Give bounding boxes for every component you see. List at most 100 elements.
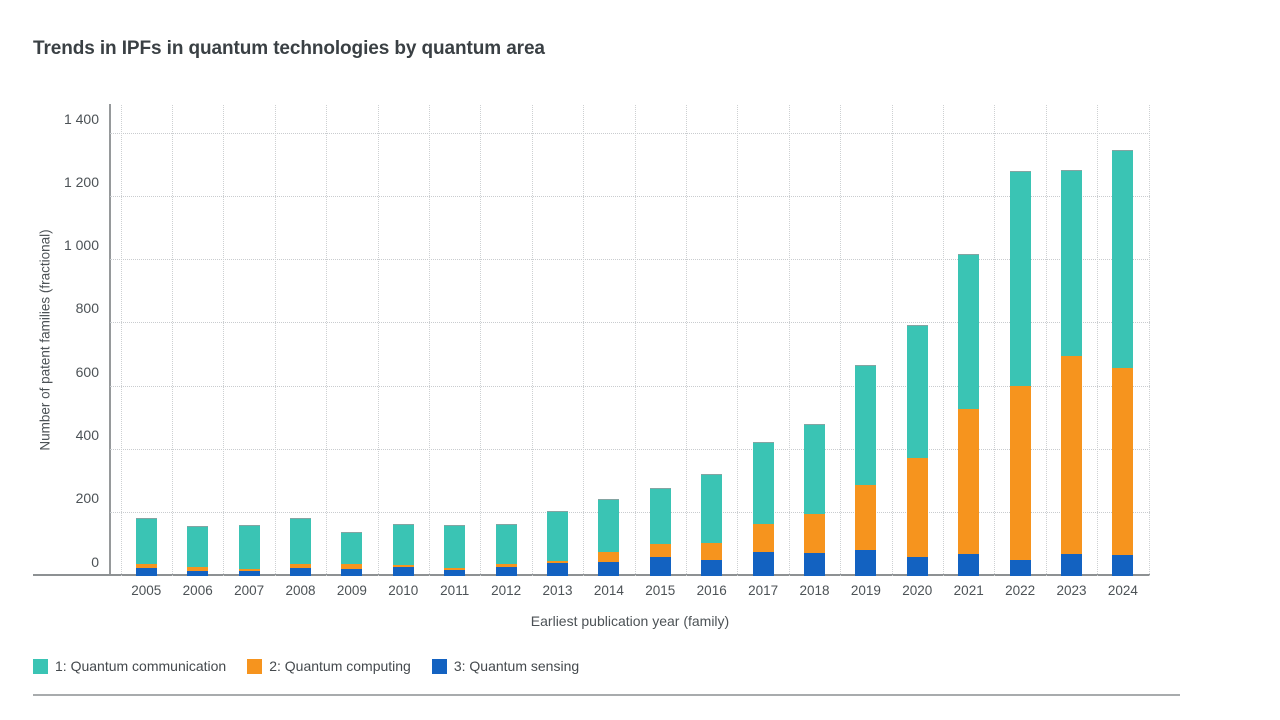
bar-2014 — [598, 499, 620, 576]
bar-segment-2014-quantum-sensing — [598, 562, 620, 576]
bar-segment-2019-quantum-communication — [855, 364, 877, 485]
bar-segment-2006-quantum-sensing — [187, 570, 209, 576]
gridline-horizontal — [110, 512, 1150, 514]
gridline-horizontal — [110, 259, 1150, 261]
bar-segment-2017-quantum-computing — [752, 524, 774, 552]
bar-2008 — [290, 518, 311, 576]
gridline-vertical — [788, 105, 790, 576]
legend: 1: Quantum communication 2: Quantum compu… — [33, 658, 579, 674]
x-tick-label-2007: 2007 — [234, 583, 265, 598]
x-tick-label-2022: 2022 — [1005, 583, 1036, 598]
bar-segment-2021-quantum-communication — [958, 254, 980, 409]
bar-2021 — [958, 254, 980, 576]
x-tick-label-2008: 2008 — [285, 583, 316, 598]
bar-segment-2014-quantum-communication — [598, 499, 620, 552]
plot-area: Number of patent families (fractional) E… — [38, 105, 1150, 629]
bar-segment-2012-quantum-sensing — [495, 566, 517, 576]
bar-segment-2009-quantum-sensing — [341, 568, 363, 576]
bar-segment-2009-quantum-communication — [341, 531, 363, 564]
bar-2011 — [444, 525, 466, 576]
x-tick-label-2020: 2020 — [902, 583, 933, 598]
legend-label: 2: Quantum computing — [269, 658, 411, 674]
gridline-vertical — [891, 105, 893, 576]
x-tick-label-2006: 2006 — [182, 583, 213, 598]
gridline-vertical — [1045, 105, 1047, 576]
gridline-vertical — [326, 105, 328, 576]
legend-item: 1: Quantum communication — [33, 658, 226, 674]
y-tick-label: 400 — [75, 426, 99, 443]
bar-segment-2014-quantum-computing — [598, 551, 620, 563]
bar-segment-2009-quantum-computing — [341, 563, 363, 569]
legend-item: 3: Quantum sensing — [431, 658, 580, 674]
bar-segment-2013-quantum-communication — [547, 510, 568, 562]
x-tick-label-2011: 2011 — [440, 583, 470, 598]
bar-segment-2006-quantum-computing — [187, 567, 209, 571]
bar-segment-2019-quantum-computing — [855, 484, 877, 550]
bar-segment-2016-quantum-computing — [701, 542, 723, 560]
bottom-divider-line — [33, 694, 1180, 696]
gridline-vertical — [223, 105, 225, 576]
bar-segment-2008-quantum-computing — [290, 564, 311, 569]
bar-segment-2020-quantum-computing — [906, 457, 928, 558]
bar-segment-2011-quantum-sensing — [444, 569, 466, 576]
bar-segment-2013-quantum-sensing — [547, 563, 568, 576]
bar-segment-2023-quantum-sensing — [1061, 553, 1082, 576]
y-tick-label: 200 — [75, 490, 99, 507]
gridline-vertical — [737, 105, 739, 576]
bar-2022 — [1009, 170, 1031, 576]
bar-segment-2010-quantum-communication — [392, 523, 414, 565]
x-tick-label-2005: 2005 — [131, 583, 162, 598]
gridline-vertical — [377, 105, 379, 576]
gridline-vertical — [994, 105, 996, 576]
x-tick-label-2012: 2012 — [491, 583, 522, 598]
bar-segment-2015-quantum-sensing — [649, 557, 671, 576]
bar-segment-2012-quantum-computing — [495, 564, 517, 567]
bar-segment-2020-quantum-communication — [906, 325, 928, 458]
bar-2010 — [392, 523, 414, 576]
bar-segment-2013-quantum-computing — [547, 561, 568, 564]
y-tick-label: 1 400 — [63, 110, 99, 127]
bar-segment-2008-quantum-communication — [290, 518, 311, 564]
gridline-vertical — [943, 105, 944, 576]
bar-segment-2017-quantum-sensing — [752, 551, 774, 576]
bar-2019 — [855, 364, 877, 576]
bar-segment-2020-quantum-sensing — [906, 557, 928, 576]
x-tick-label-2018: 2018 — [799, 583, 830, 598]
bar-2006 — [187, 526, 209, 576]
bar-2007 — [238, 525, 260, 576]
x-tick-label-2023: 2023 — [1056, 583, 1087, 598]
chart-title: Trends in IPFs in quantum technologies b… — [33, 38, 545, 59]
legend-label: 1: Quantum communication — [55, 658, 227, 674]
x-tick-label-2014: 2014 — [593, 583, 624, 598]
legend-swatch-icon — [33, 658, 48, 674]
bar-segment-2024-quantum-sensing — [1112, 555, 1134, 576]
bar-segment-2007-quantum-computing — [238, 568, 260, 572]
y-tick-label: 1 000 — [63, 237, 99, 254]
x-tick-label-2009: 2009 — [336, 583, 367, 598]
gridline-horizontal — [110, 322, 1150, 324]
legend-item: 2: Quantum computing — [247, 658, 411, 674]
bar-segment-2016-quantum-sensing — [701, 559, 723, 576]
bar-segment-2021-quantum-computing — [958, 408, 980, 554]
bar-segment-2015-quantum-computing — [649, 544, 671, 558]
bar-2005 — [135, 518, 157, 576]
legend-label: 3: Quantum sensing — [453, 658, 580, 674]
bar-segment-2024-quantum-computing — [1112, 367, 1134, 556]
gridline-vertical — [120, 105, 122, 576]
bar-segment-2022-quantum-computing — [1009, 385, 1031, 560]
gridline-horizontal — [110, 195, 1150, 197]
bar-segment-2015-quantum-communication — [649, 488, 671, 545]
x-tick-label-2019: 2019 — [850, 583, 881, 598]
bar-segment-2005-quantum-sensing — [135, 568, 157, 576]
x-tick-label-2021: 2021 — [953, 583, 984, 598]
legend-swatch-icon — [431, 658, 447, 674]
x-tick-label-2013: 2013 — [542, 583, 573, 598]
gridline-vertical — [840, 105, 842, 576]
bar-segment-2023-quantum-communication — [1061, 170, 1082, 357]
bar-segment-2022-quantum-communication — [1009, 170, 1031, 386]
bar-segment-2022-quantum-sensing — [1009, 559, 1031, 576]
x-axis-line — [33, 574, 1150, 576]
bar-2016 — [701, 474, 723, 576]
x-tick-label-2017: 2017 — [748, 583, 779, 598]
